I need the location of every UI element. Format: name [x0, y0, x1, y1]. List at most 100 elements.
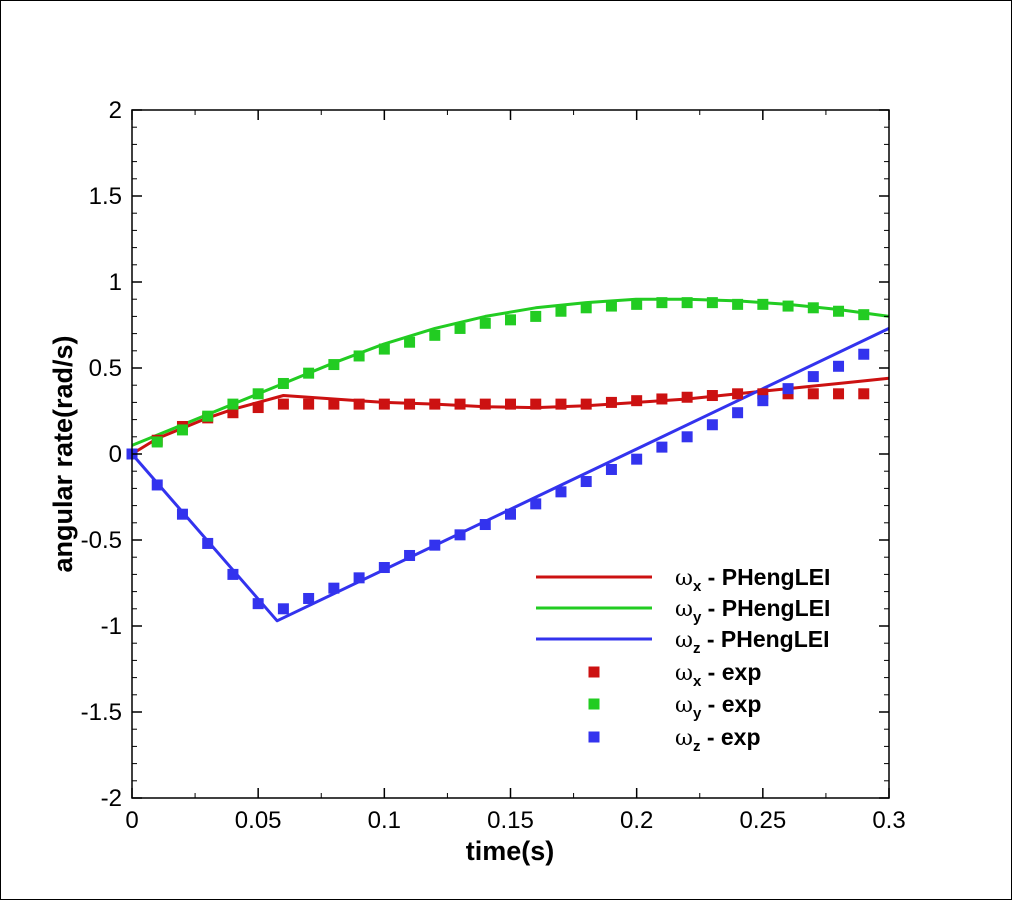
data-point-omega-y-exp — [580, 302, 592, 314]
legend-omega-symbol: ω — [675, 597, 693, 622]
data-point-omega-z-exp — [656, 441, 668, 453]
x-axis-title: time(s) — [466, 836, 555, 866]
y-axis-title: angular rate(rad/s) — [48, 335, 78, 572]
data-point-omega-x-exp — [833, 388, 845, 400]
data-point-omega-z-exp — [176, 508, 188, 520]
legend-label-omega-x-phenglei: ωx - PHengLEI — [675, 564, 830, 595]
series-line-omega-y-phenglei — [131, 297, 890, 447]
legend-suffix: - PHengLEI — [701, 564, 830, 590]
data-point-omega-y-exp — [227, 398, 239, 410]
legend-label-omega-z-exp: ωz - exp — [675, 724, 761, 755]
data-point-omega-z-exp — [454, 529, 466, 541]
data-point-omega-y-exp — [202, 410, 214, 422]
legend-subscript: x — [693, 578, 702, 595]
data-point-omega-z-exp — [328, 582, 340, 594]
data-point-omega-x-exp — [454, 398, 466, 410]
data-point-omega-y-exp — [151, 436, 163, 448]
legend-subscript: z — [693, 738, 701, 755]
data-point-omega-y-exp — [252, 388, 264, 400]
data-point-omega-y-exp — [530, 310, 542, 322]
data-point-omega-z-exp — [555, 486, 567, 498]
data-point-omega-x-exp — [505, 398, 516, 410]
data-point-omega-z-exp — [429, 539, 441, 551]
data-point-omega-z-exp — [807, 371, 819, 383]
legend-label-omega-y-phenglei: ωy - PHengLEI — [675, 595, 830, 626]
data-point-omega-y-exp — [505, 314, 516, 326]
x-tick-label: 0.3 — [872, 807, 905, 834]
legend-omega-symbol: ω — [675, 661, 693, 686]
legend-suffix: - exp — [700, 724, 760, 750]
data-point-omega-z-exp — [227, 568, 239, 580]
y-tick-label: -1.5 — [81, 699, 122, 726]
data-point-omega-z-exp — [479, 519, 491, 531]
data-point-omega-x-exp — [732, 388, 744, 400]
data-point-omega-x-exp — [681, 391, 693, 403]
data-point-omega-z-exp — [277, 603, 289, 615]
y-tick-label: -1 — [101, 613, 122, 640]
legend-suffix: - exp — [701, 691, 761, 717]
data-point-omega-y-exp — [706, 297, 718, 309]
x-tick-label: 0.2 — [620, 807, 653, 834]
legend-marker-omega-x-exp — [588, 666, 600, 678]
data-point-omega-x-exp — [479, 398, 491, 410]
data-point-omega-y-exp — [757, 298, 769, 310]
data-point-omega-y-exp — [378, 343, 390, 355]
data-point-omega-y-exp — [605, 300, 617, 312]
data-point-omega-z-exp — [631, 453, 643, 465]
y-tick-label: -2 — [101, 785, 122, 812]
data-point-omega-y-exp — [277, 377, 289, 389]
data-point-omega-z-exp — [202, 537, 214, 549]
legend-subscript: y — [693, 705, 702, 722]
legend-label-omega-x-exp: ωx - exp — [675, 659, 761, 690]
data-point-omega-y-exp — [555, 305, 567, 317]
legend-suffix: - PHengLEI — [701, 595, 830, 621]
data-point-omega-y-exp — [858, 309, 870, 321]
data-point-omega-y-exp — [681, 297, 693, 309]
data-point-omega-y-exp — [429, 329, 441, 341]
data-point-omega-x-exp — [580, 398, 592, 410]
data-point-omega-z-exp — [580, 476, 592, 488]
data-point-omega-z-exp — [378, 562, 390, 574]
data-point-omega-x-exp — [429, 398, 441, 410]
data-point-omega-z-exp — [732, 407, 744, 419]
data-point-omega-x-exp — [605, 396, 617, 408]
data-point-omega-x-exp — [631, 395, 643, 407]
data-point-omega-x-exp — [404, 398, 416, 410]
data-point-omega-x-exp — [656, 393, 668, 405]
data-point-omega-z-exp — [505, 508, 516, 520]
y-tick-label: 2 — [109, 97, 122, 124]
data-point-omega-x-exp — [858, 388, 870, 400]
data-point-omega-x-exp — [706, 390, 718, 402]
data-point-omega-y-exp — [656, 297, 668, 309]
data-point-omega-y-exp — [404, 336, 416, 348]
data-point-omega-y-exp — [479, 317, 491, 329]
x-tick-label: 0.1 — [368, 807, 401, 834]
legend-subscript: y — [693, 609, 702, 626]
data-point-omega-x-exp — [303, 398, 315, 410]
legend-subscript: x — [693, 673, 702, 690]
data-point-omega-y-exp — [353, 350, 365, 362]
legend-label-omega-z-phenglei: ωz - PHengLEI — [675, 626, 830, 657]
data-point-omega-x-exp — [252, 402, 264, 414]
x-tick-label: 0.25 — [739, 807, 786, 834]
x-tick-label: 0.15 — [487, 807, 534, 834]
data-point-omega-x-exp — [353, 398, 365, 410]
y-tick-label: 0.5 — [89, 355, 122, 382]
data-point-omega-y-exp — [807, 302, 819, 314]
legend-omega-symbol: ω — [675, 726, 693, 751]
data-point-omega-x-exp — [757, 388, 769, 400]
data-point-omega-y-exp — [328, 359, 340, 371]
data-point-omega-x-exp — [328, 398, 340, 410]
data-point-omega-z-exp — [858, 348, 870, 360]
legend-marker-omega-z-exp — [588, 731, 600, 743]
data-point-omega-z-exp — [353, 572, 365, 584]
y-tick-label: 0 — [109, 441, 122, 468]
data-point-omega-z-exp — [151, 479, 163, 491]
data-point-omega-x-exp — [378, 398, 390, 410]
data-point-omega-z-exp — [782, 383, 794, 395]
data-point-omega-z-exp — [404, 549, 416, 561]
legend-omega-symbol: ω — [675, 693, 693, 718]
x-tick-label: 0.05 — [235, 807, 282, 834]
